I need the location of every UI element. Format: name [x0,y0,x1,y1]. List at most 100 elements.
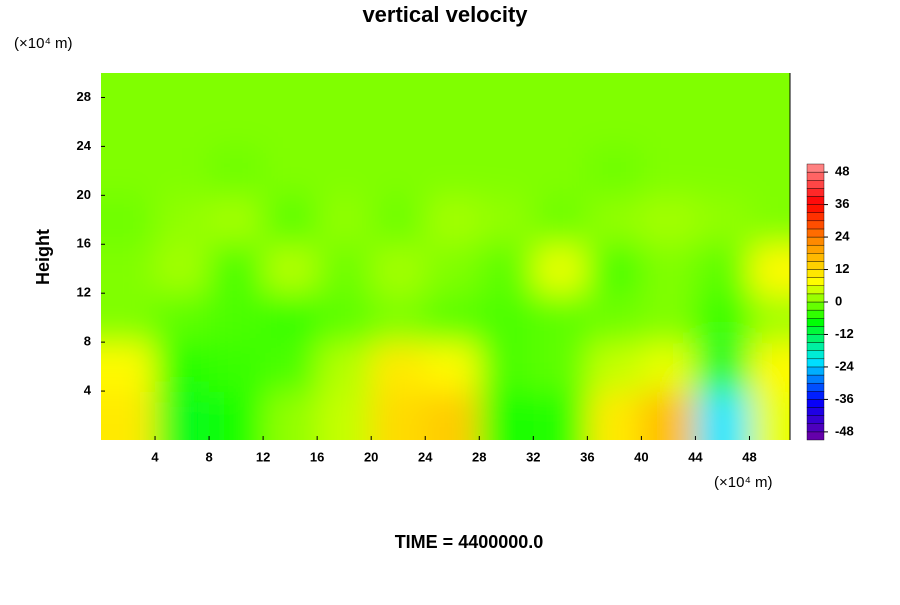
cell [263,391,319,440]
colorbar-band [806,220,825,230]
x-tick-label: 12 [256,449,270,464]
cell [209,391,265,440]
colorbar-band [806,293,825,303]
colorbar-band [806,180,825,189]
cell [749,244,790,295]
colorbar-band [806,431,825,441]
x-tick-label: 28 [472,449,486,464]
x-tick-label: 8 [205,449,212,464]
cell [101,391,157,440]
cell [263,293,319,344]
cell [101,293,157,344]
cell [155,195,211,246]
field [101,73,790,440]
cell [371,293,427,344]
cell [749,146,790,197]
cell [641,342,697,393]
x-tick-label: 32 [526,449,540,464]
cell [533,342,589,393]
cell [101,244,157,295]
cell [533,73,589,99]
colorbar-band [806,415,825,424]
colorbar-tick-label: 48 [835,164,849,179]
cell [479,391,535,440]
cell [695,146,751,197]
cell [317,244,373,295]
y-tick-label: 8 [84,334,91,349]
cell [587,146,643,197]
cell [371,73,427,99]
colorbar-band [806,391,825,400]
colorbar-band [806,301,825,311]
colorbar-band [806,374,825,384]
cell [371,391,427,440]
cell [695,73,751,99]
x-tick-label: 44 [688,449,703,464]
cell [533,97,589,148]
colorbar-tick-label: -36 [835,391,854,406]
cell [425,73,481,99]
cell [263,73,319,99]
cell [371,146,427,197]
cell [641,293,697,344]
cell [533,195,589,246]
cell [209,244,265,295]
cell [749,97,790,148]
cell [641,195,697,246]
colorbar-band [806,261,825,270]
cell [155,342,211,393]
plot-area [101,73,790,440]
colorbar-band [806,309,825,319]
cell [479,195,535,246]
cell [533,293,589,344]
colorbar-band [806,318,825,327]
colorbar-band [806,236,825,246]
cell [587,73,643,99]
cell [155,293,211,344]
cell [263,146,319,197]
cell [587,391,643,440]
cell [479,73,535,99]
colorbar-band [806,212,825,222]
cell [695,195,751,246]
cell [479,244,535,295]
x-tick-label: 40 [634,449,648,464]
cell [641,391,697,440]
cell [695,391,751,440]
cell [101,342,157,393]
colorbar-band [806,253,825,262]
colorbar-tick-label: 0 [835,293,842,308]
cell [155,146,211,197]
cell [749,342,790,393]
colorbar-band [806,163,825,173]
cell [479,97,535,148]
x-tick-label: 16 [310,449,324,464]
x-tick-label: 36 [580,449,594,464]
colorbar-tick-label: 36 [835,196,849,211]
colorbar-tick-label: -24 [835,358,855,373]
colorbar-tick-label: -12 [835,326,854,341]
cell [749,195,790,246]
y-tick-label: 12 [77,285,91,300]
cell [695,342,751,393]
cell [695,244,751,295]
colorbar-tick-label: 12 [835,261,849,276]
cell [641,73,697,99]
cell [479,146,535,197]
x-tick-label: 4 [151,449,159,464]
cell [155,391,211,440]
cell [749,391,790,440]
cell [155,97,211,148]
colorbar-band [806,382,825,392]
colorbar-band [806,334,825,343]
cell [317,293,373,344]
cell [425,97,481,148]
colorbar-band [806,358,825,368]
cell [533,244,589,295]
cell [425,293,481,344]
cell [695,97,751,148]
cell [209,97,265,148]
colorbar-band [806,350,825,360]
cell [209,342,265,393]
colorbar-band [806,269,825,278]
